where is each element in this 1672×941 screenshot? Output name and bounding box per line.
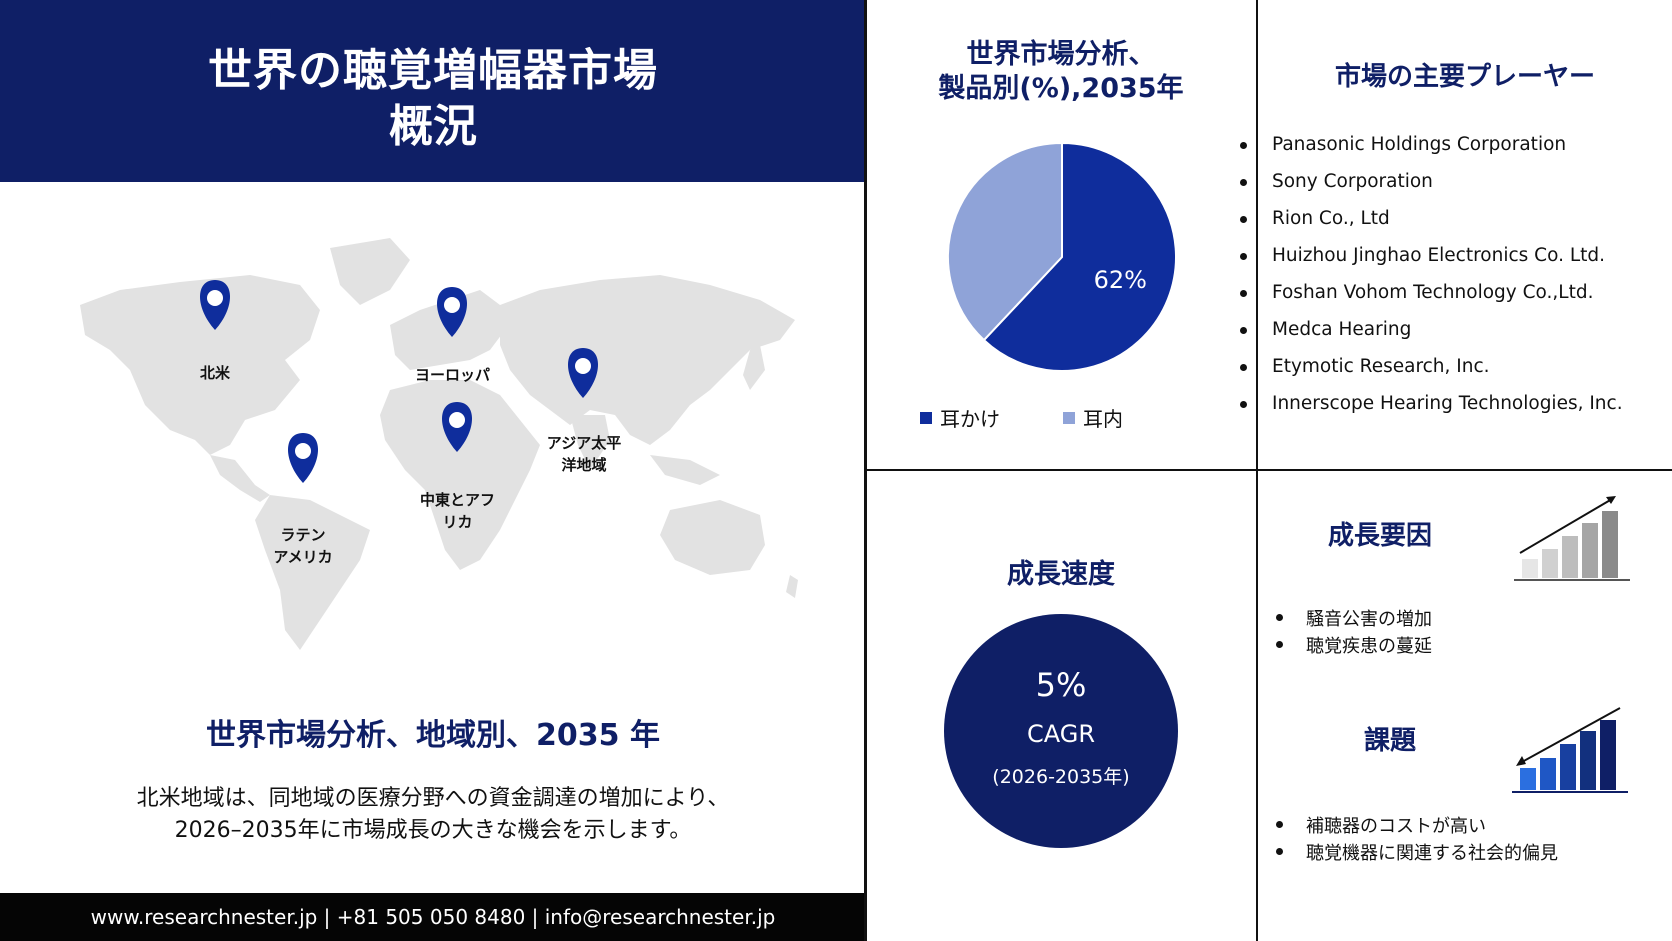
player-name: Medca Hearing [1272, 319, 1412, 340]
player-item: Etymotic Research, Inc. [1240, 348, 1623, 385]
pin-mea-icon [442, 402, 472, 452]
chart-title: 世界市場分析、 製品別(%),2035年 [938, 39, 1184, 104]
title-banner: 世界の聴覚増幅器市場 概況 [0, 0, 866, 182]
player-name: Huizhou Jinghao Electronics Co. Ltd. [1272, 245, 1606, 266]
region-analysis-description: 北米地域は、同地域の医療分野への資金調達の増加により、 2026–2035年に市… [0, 783, 866, 847]
challenge-text-0: 補聴器のコストが高い [1306, 816, 1486, 837]
player-item: Sony Corporation [1240, 163, 1623, 200]
divider-horizontal [864, 469, 1672, 471]
legend-label-1: 耳内 [1083, 407, 1123, 431]
bullet-dot [1276, 848, 1283, 855]
players-list: Panasonic Holdings Corporation Sony Corpo… [1240, 126, 1623, 422]
pin-asia-pacific-icon [568, 348, 598, 398]
challenge-item-1: 聴覚機器に関連する社会的偏見 [1276, 839, 1558, 865]
player-name: Foshan Vohom Technology Co.,Ltd. [1272, 282, 1594, 303]
region-desc-line2: 2026–2035年に市場成長の大きな機会を示します。 [174, 818, 692, 843]
player-item: Foshan Vohom Technology Co.,Ltd. [1240, 274, 1623, 311]
driver-item-0: 騒音公害の増加 [1276, 605, 1432, 631]
growth-up-icon [1514, 496, 1630, 581]
challenge-item-0: 補聴器のコストが高い [1276, 812, 1486, 838]
legend-label-0: 耳かけ [940, 407, 1000, 431]
cagr-label: CAGR [1026, 720, 1096, 748]
bullet-dot [1240, 290, 1247, 297]
legend-swatch-1 [1063, 411, 1075, 424]
legend-item-0: 耳かけ [920, 403, 1000, 432]
world-map-graphic [80, 238, 798, 650]
players-title: 市場の主要プレーヤー [1334, 62, 1595, 92]
challenges-title: 課題 [1363, 726, 1416, 756]
player-item: Innerscope Hearing Technologies, Inc. [1240, 385, 1623, 422]
bullet-dot [1240, 327, 1247, 334]
driver-text-1: 聴覚疾患の蔓延 [1306, 636, 1432, 657]
pie-chart: 62% [947, 141, 1177, 372]
cagr-circle: 5% CAGR (2026-2035年) [944, 614, 1178, 848]
legend-item-1: 耳内 [1063, 403, 1123, 432]
legend-swatch-0 [920, 411, 932, 424]
pin-label-europe: ヨーロッパ [414, 366, 490, 384]
contact-footer: www.researchnester.jp | +81 505 050 8480… [0, 893, 866, 941]
player-name: Rion Co., Ltd [1272, 208, 1390, 229]
region-analysis-title: 世界市場分析、地域別、2035 年 [206, 718, 660, 753]
cagr-value: 5% [1035, 666, 1087, 704]
player-item: Rion Co., Ltd [1240, 200, 1623, 237]
world-map: 北米 ヨーロッパ アジア太平 洋地域 中東とアフ リカ ラテン アメリカ [60, 230, 820, 680]
pin-europe-icon [437, 287, 467, 337]
bullet-dot [1240, 179, 1247, 186]
pin-north-america-icon [200, 280, 230, 330]
pin-label-mea: 中東とアフ リカ [419, 491, 495, 531]
region-desc-line1: 北米地域は、同地域の医療分野への資金調達の増加により、 [136, 786, 730, 811]
pin-latin-america-icon [288, 433, 318, 483]
player-name: Etymotic Research, Inc. [1272, 356, 1490, 377]
bullet-dot [1276, 821, 1283, 828]
bullet-dot [1240, 142, 1247, 149]
pie-slice-1 [947, 141, 1063, 342]
bullet-dot [1276, 641, 1283, 648]
growth-rate-title: 成長速度 [1007, 559, 1115, 590]
player-item: Huizhou Jinghao Electronics Co. Ltd. [1240, 237, 1623, 274]
player-item: Medca Hearing [1240, 311, 1623, 348]
player-item: Panasonic Holdings Corporation [1240, 126, 1623, 163]
cagr-period: (2026-2035年) [992, 766, 1130, 788]
page-subtitle: 概況 [389, 101, 477, 152]
page-title: 世界の聴覚増幅器市場 [208, 45, 658, 96]
player-name: Panasonic Holdings Corporation [1272, 134, 1567, 155]
pin-label-asia-pacific: アジア太平 洋地域 [546, 434, 622, 474]
growth-down-icon [1512, 707, 1628, 793]
player-name: Innerscope Hearing Technologies, Inc. [1272, 393, 1623, 414]
bullet-dot [1240, 253, 1247, 260]
drivers-title: 成長要因 [1327, 521, 1432, 551]
pie-data-label-0: 62% [1094, 266, 1147, 294]
pin-label-latin-america: ラテン アメリカ [273, 526, 333, 566]
player-name: Sony Corporation [1272, 171, 1433, 192]
driver-text-0: 騒音公害の増加 [1306, 609, 1432, 630]
driver-item-1: 聴覚疾患の蔓延 [1276, 632, 1432, 658]
pin-label-north-america: 北米 [199, 364, 230, 382]
bullet-dot [1240, 216, 1247, 223]
bullet-dot [1276, 614, 1283, 621]
bullet-dot [1240, 401, 1247, 408]
challenge-text-1: 聴覚機器に関連する社会的偏見 [1306, 843, 1558, 864]
pie-slice-0 [982, 141, 1177, 372]
bullet-dot [1240, 364, 1247, 371]
